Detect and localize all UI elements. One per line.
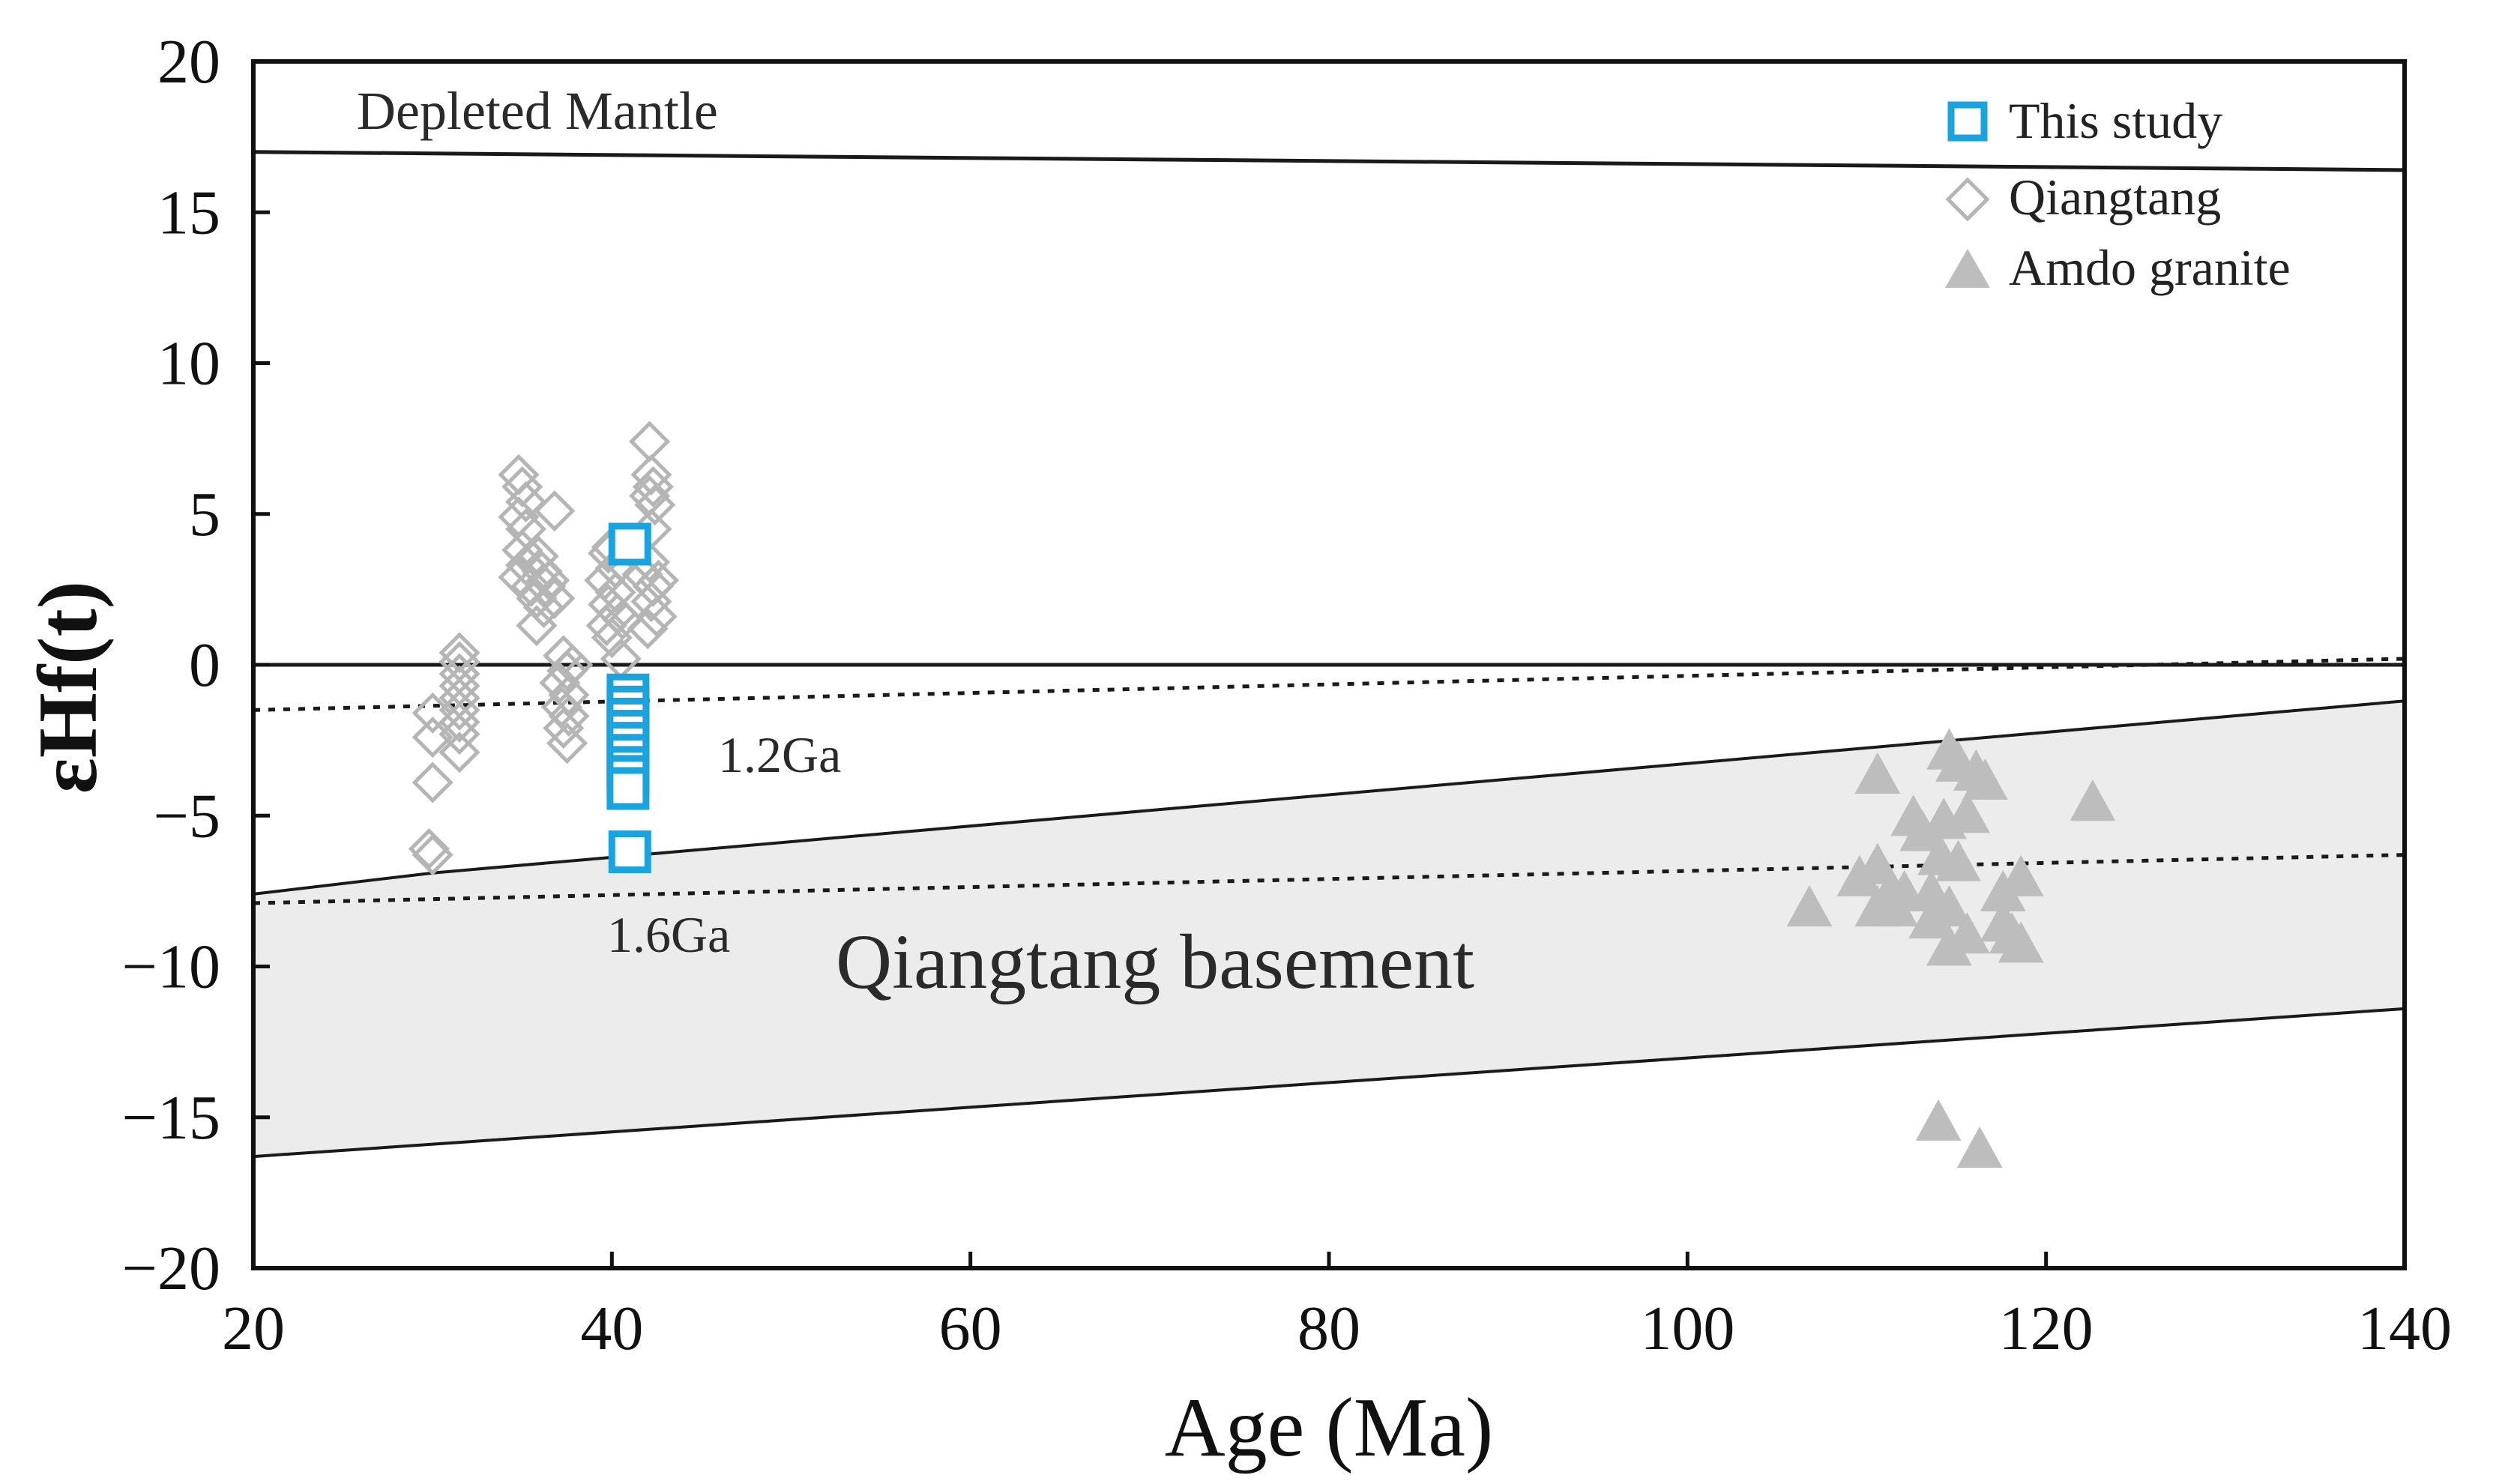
qiangtang-point (591, 617, 633, 659)
y-tick-label: 10 (157, 329, 220, 399)
basement-lower-line (253, 1007, 2405, 1159)
y-tick-label: 15 (157, 178, 220, 247)
x-tick-label: 40 (580, 1294, 643, 1363)
ga-1-6-label: 1.6Ga (607, 906, 730, 963)
qiangtang-point (438, 732, 480, 773)
qiangtang-point (522, 586, 564, 629)
x-tick-label: 140 (2357, 1294, 2452, 1363)
amdo-granite-point (1926, 885, 1972, 927)
qiangtang-point (516, 605, 558, 647)
qiangtang-point (412, 761, 453, 803)
y-tick-label: −10 (122, 932, 220, 1002)
plot-area (253, 150, 2405, 1168)
amdo-granite-point (1956, 1126, 2003, 1168)
amdo-granite-point (2070, 779, 2116, 821)
qiangtang-point (438, 714, 480, 755)
x-axis: 20 40 60 80 100 120 140 (222, 1252, 2452, 1363)
this-study-point (606, 767, 650, 810)
this-study-point (608, 522, 651, 566)
y-tick-label: 20 (157, 27, 220, 97)
legend-square-icon (1947, 101, 1988, 142)
this-study-point (608, 830, 651, 874)
qiangtang-point (438, 689, 480, 731)
x-tick-label: 120 (1999, 1294, 2093, 1363)
qiangtang-point (534, 490, 576, 532)
qiangtang-point (543, 707, 585, 749)
amdo-granite-point (1786, 885, 1833, 927)
depleted-mantle-label: Depleted Mantle (357, 81, 718, 141)
amdo-granite-point (1962, 758, 2008, 800)
y-tick-label: 0 (189, 630, 220, 700)
qiangtang-point (438, 632, 480, 674)
qiangtang-point (546, 723, 588, 764)
qiangtang-point (636, 596, 678, 638)
amdo-granite-point (1998, 854, 2044, 896)
basement-label: Qiangtang basement (836, 919, 1474, 1005)
qiangtang-point (602, 599, 644, 641)
amdo-granite-point (1944, 912, 1990, 954)
qiangtang-point (412, 834, 453, 876)
ga-1-2-label: 1.2Ga (718, 726, 841, 783)
amdo-granite-point (1944, 791, 1990, 833)
y-tick-label: −15 (122, 1083, 220, 1153)
legend-label-this-study: This study (2009, 92, 2222, 149)
amdo-granite-point (1899, 809, 1946, 851)
y-axis-title: εHf(t) (22, 581, 115, 794)
y-tick-label: −20 (122, 1234, 220, 1303)
qiangtang-point (585, 605, 627, 647)
legend-label-amdo-granite: Amdo granite (2009, 239, 2291, 296)
qiangtang-point (632, 465, 674, 508)
amdo-granite-point (1854, 752, 1901, 794)
qiangtang-point (548, 695, 590, 737)
legend: This study Qiangtang Amdo granite (1945, 92, 2291, 296)
legend-diamond-icon (1945, 177, 1990, 222)
amdo-granite-point (1915, 1099, 1962, 1141)
qiangtang-point (438, 701, 480, 743)
qiangtang-point (504, 481, 547, 523)
legend-triangle-icon (1945, 249, 1990, 288)
qiangtang-point (539, 662, 581, 704)
qiangtang-point (637, 559, 680, 601)
qiangtang-point (528, 559, 570, 601)
amdo-granite-point (1998, 921, 2044, 963)
legend-label-qiangtang: Qiangtang (2009, 169, 2221, 226)
amdo-granite-point (1935, 839, 1981, 881)
qiangtang-point (534, 577, 576, 619)
x-tick-label: 20 (222, 1294, 285, 1363)
qiangtang-point (621, 553, 663, 595)
x-tick-label: 100 (1640, 1294, 1734, 1363)
qiangtang-point (627, 608, 669, 650)
x-tick-label: 80 (1297, 1294, 1360, 1363)
x-tick-label: 60 (939, 1294, 1002, 1363)
y-tick-label: −5 (154, 781, 220, 851)
reference-line-depleted-mantle (253, 150, 2405, 172)
basement-field (253, 701, 2405, 1157)
qiangtang-point (552, 644, 594, 686)
qiangtang-point (634, 484, 676, 526)
y-tick-label: 5 (189, 480, 220, 549)
y-axis: 20 15 10 5 0 −5 −10 −15 −20 (122, 27, 270, 1303)
x-axis-title: Age (Ma) (1165, 1381, 1493, 1474)
